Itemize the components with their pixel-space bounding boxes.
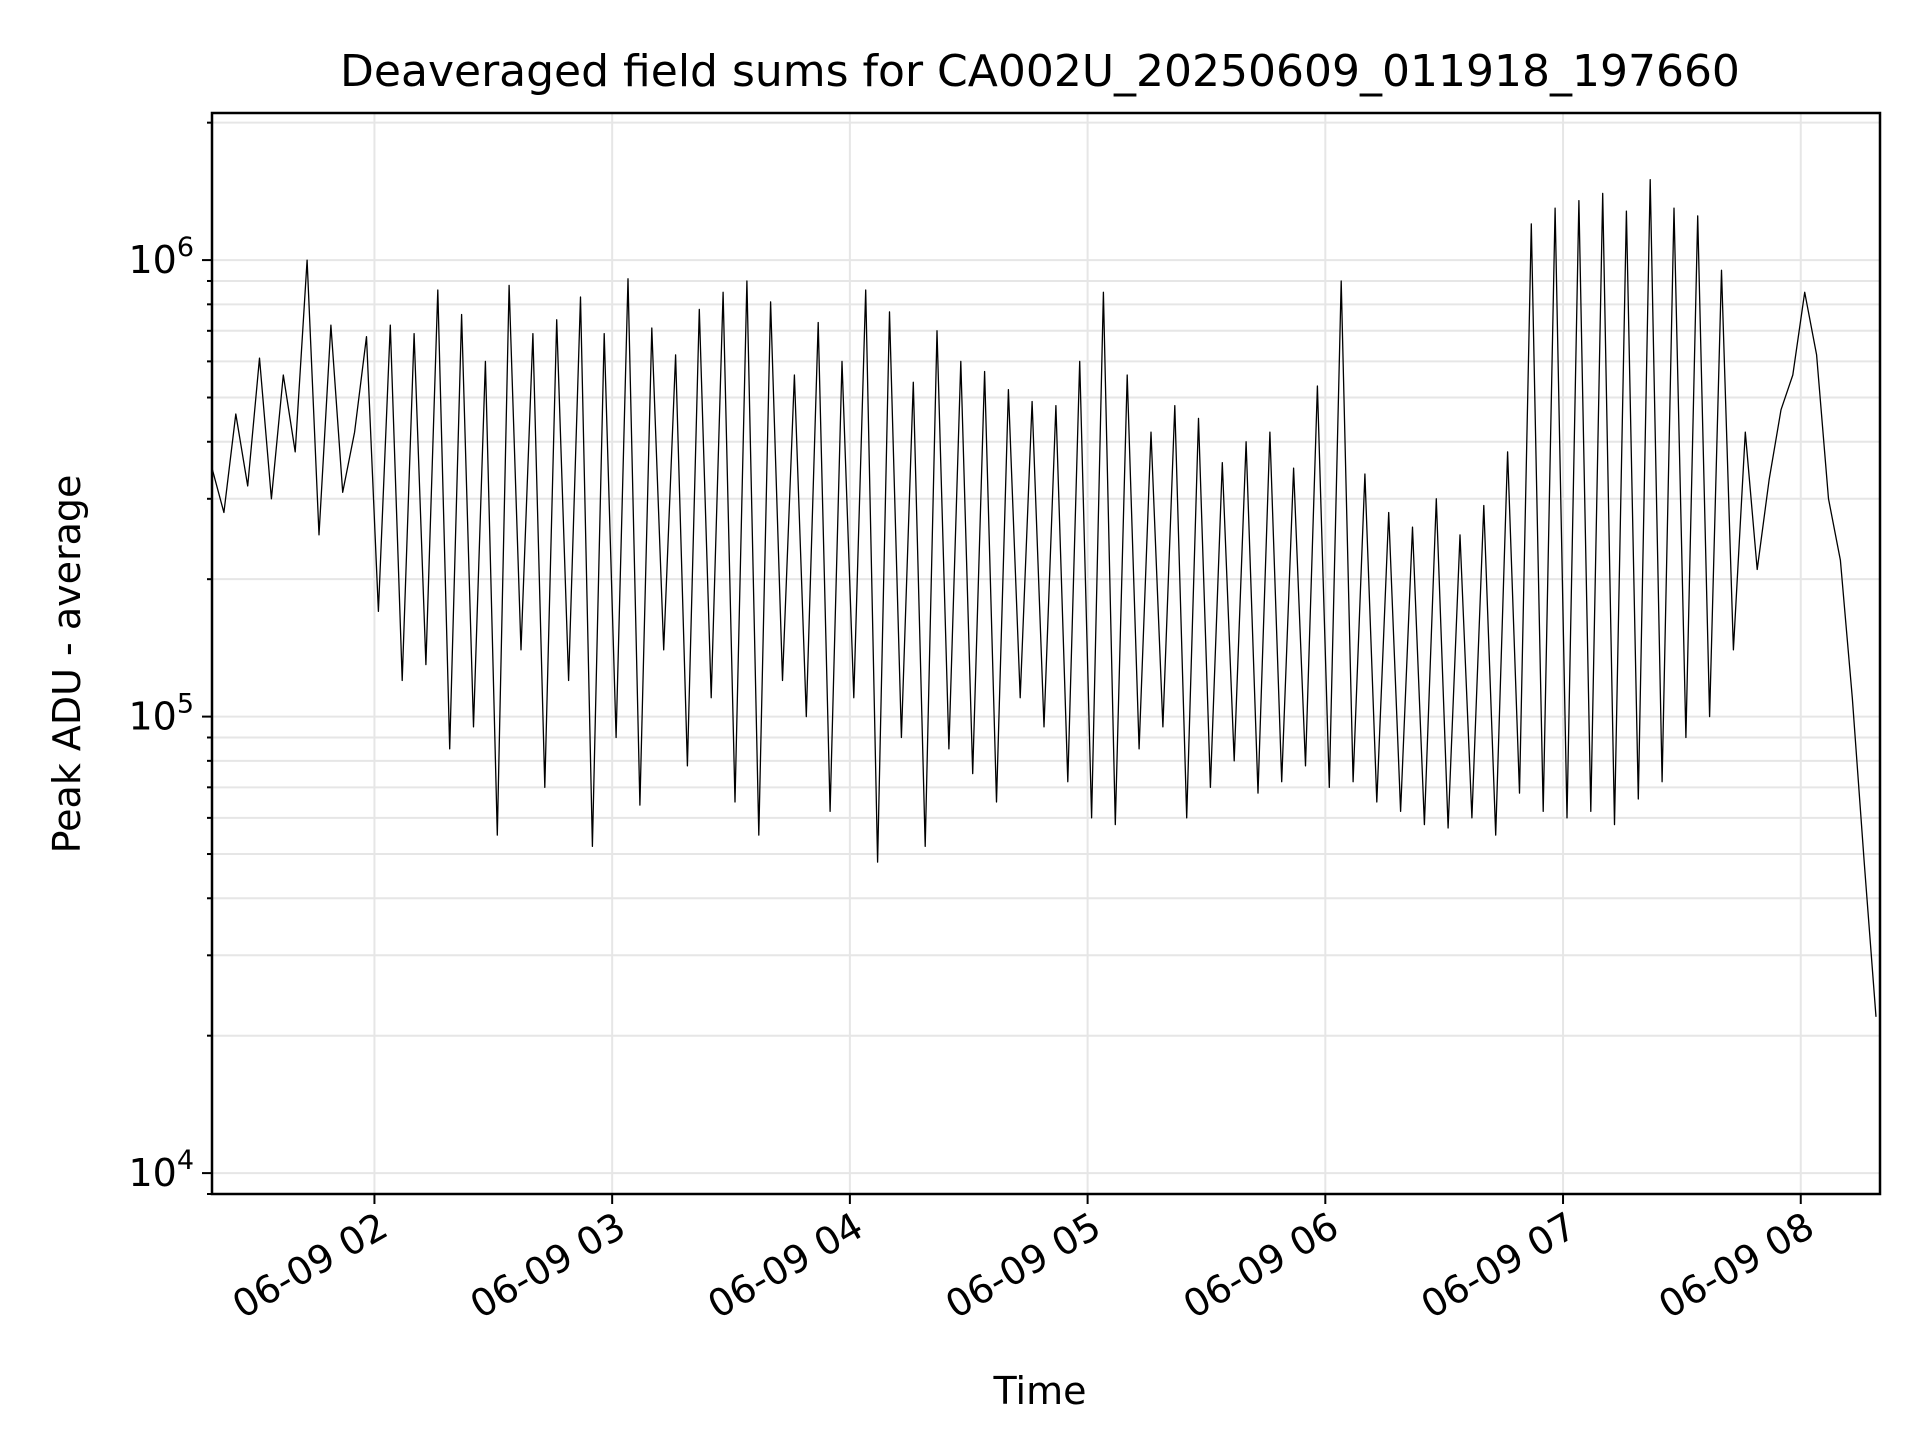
y-axis-label: Peak ADU - average (45, 475, 89, 854)
y-tick-label: 105 (128, 689, 194, 739)
plot-frame (210, 111, 1882, 1196)
y-tick-label: 104 (128, 1145, 194, 1195)
y-axis: 104 105 106 (128, 121, 212, 1195)
y-tick-label: 106 (128, 232, 194, 282)
series-polyline-0 (211, 179, 1877, 1017)
chart-title: Deaveraged field sums for CA002U_2025060… (340, 46, 1740, 97)
x-axis-label: Time (993, 1369, 1087, 1413)
series-line (211, 179, 1877, 1017)
